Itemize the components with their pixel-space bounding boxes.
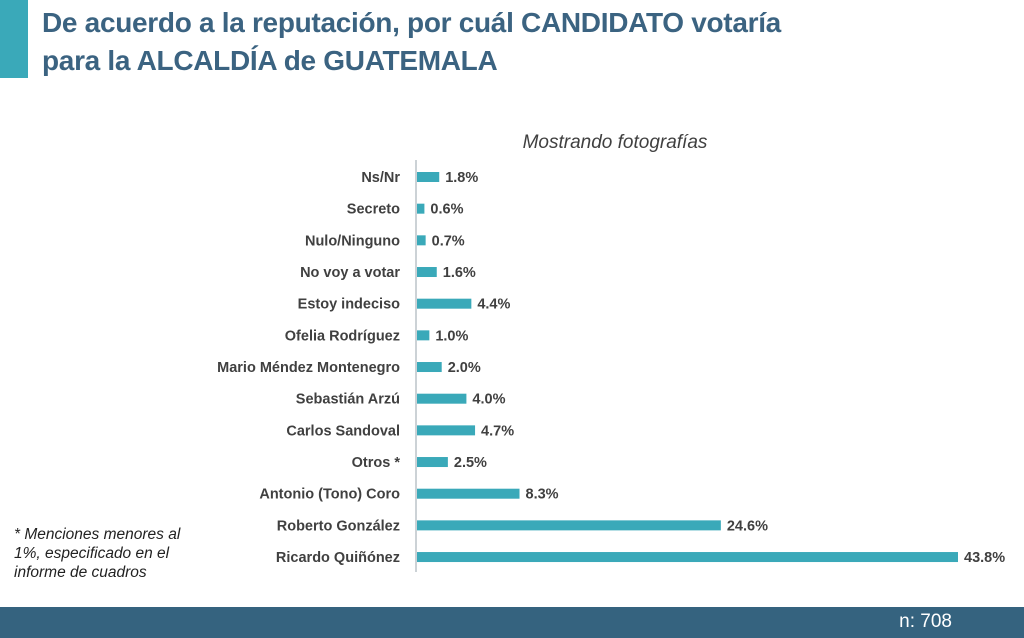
value-label: 4.4%	[477, 297, 510, 313]
value-label: 43.8%	[964, 550, 1005, 566]
category-label: Otros *	[352, 455, 401, 471]
bar	[417, 520, 721, 531]
value-label: 0.7%	[432, 233, 465, 249]
bar	[417, 457, 448, 468]
category-label: Ofelia Rodríguez	[285, 328, 400, 344]
bar	[417, 552, 958, 563]
bar	[417, 267, 437, 278]
bar	[417, 235, 426, 246]
value-label: 4.0%	[472, 392, 505, 408]
footer-band: n: 708	[0, 607, 1024, 638]
category-label: Mario Méndez Montenegro	[217, 360, 400, 376]
value-label: 2.0%	[448, 360, 481, 376]
value-label: 1.8%	[445, 170, 478, 186]
bar	[417, 298, 472, 309]
category-label: Antonio (Tono) Coro	[259, 487, 400, 503]
bar	[417, 393, 467, 404]
title-line-2: para la ALCALDÍA de GUATEMALA	[42, 45, 498, 76]
bar	[417, 488, 520, 499]
value-label: 4.7%	[481, 423, 514, 439]
value-label: 1.6%	[443, 265, 476, 281]
bar	[417, 203, 425, 214]
category-label: No voy a votar	[300, 265, 400, 281]
category-label: Estoy indeciso	[298, 297, 400, 313]
category-label: Roberto González	[277, 518, 400, 534]
sample-size: n: 708	[899, 611, 952, 632]
bar	[417, 330, 430, 341]
title-accent-bar	[0, 0, 28, 78]
category-label: Sebastián Arzú	[296, 392, 400, 408]
page-title: De acuerdo a la reputación, por cuál CAN…	[42, 4, 781, 80]
value-label: 2.5%	[454, 455, 487, 471]
value-label: 8.3%	[526, 487, 559, 503]
value-label: 1.0%	[435, 328, 468, 344]
category-label: Secreto	[347, 202, 400, 218]
category-label: Nulo/Ninguno	[305, 233, 400, 249]
bar	[417, 172, 440, 182]
value-label: 24.6%	[727, 518, 768, 534]
category-label: Ricardo Quiñónez	[276, 550, 400, 566]
title-line-1: De acuerdo a la reputación, por cuál CAN…	[42, 7, 781, 38]
category-label: Ns/Nr	[361, 170, 400, 186]
footnote: * Menciones menores al 1%, especificado …	[14, 526, 181, 581]
chart-subtitle: Mostrando fotografías	[522, 132, 708, 153]
category-label: Carlos Sandoval	[286, 423, 400, 439]
bar	[417, 362, 442, 373]
value-label: 0.6%	[430, 202, 463, 218]
bar	[417, 425, 476, 436]
